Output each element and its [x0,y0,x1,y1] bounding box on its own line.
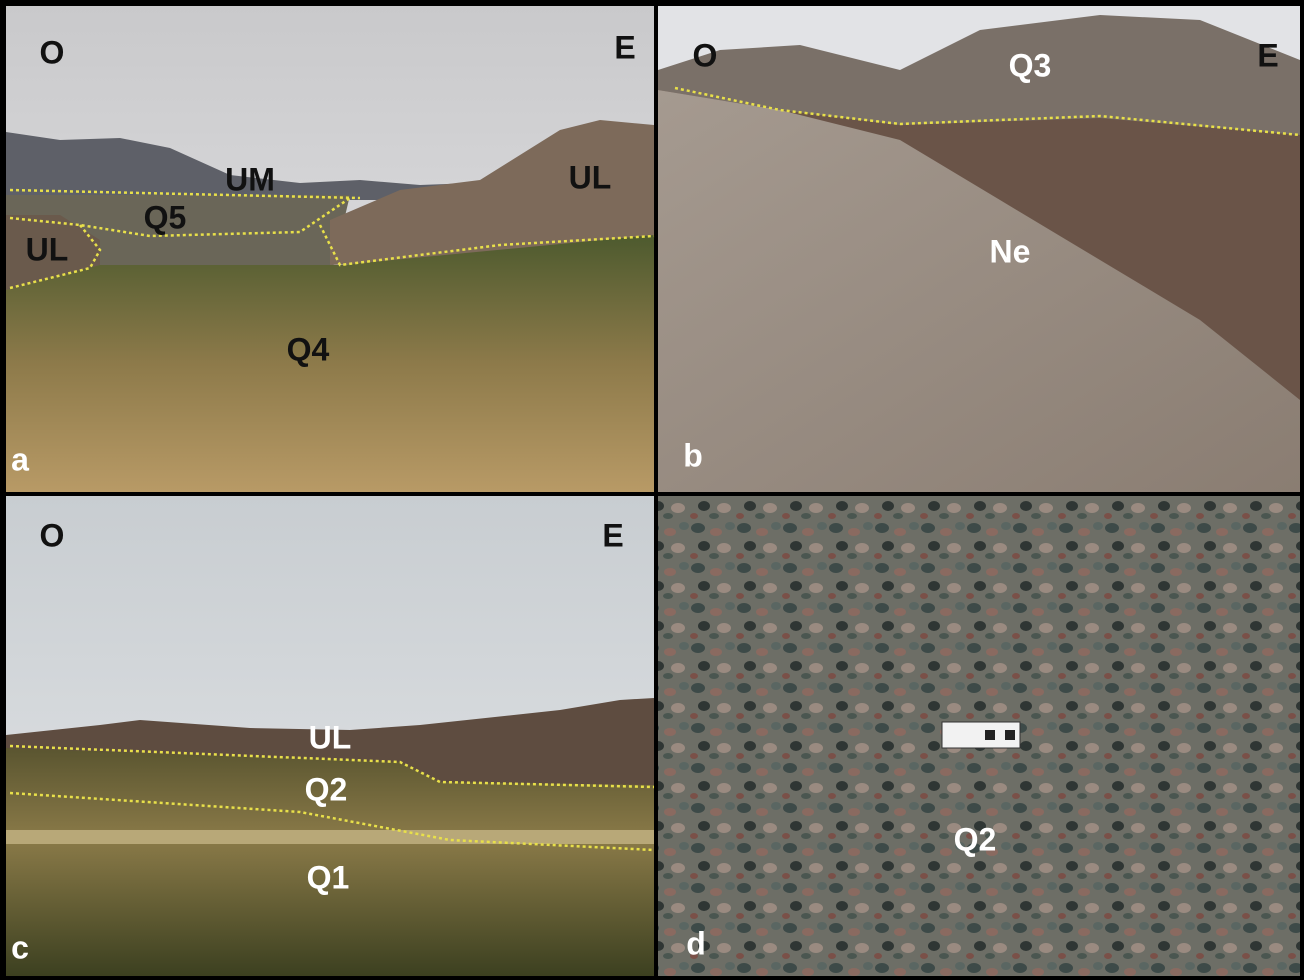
contact-line [9,188,361,200]
unit-label: Ne [990,233,1031,269]
riverbed [6,830,654,844]
orientation-label: E [602,517,623,553]
vegetation [6,748,654,976]
panel-letter: d [686,925,706,961]
panel-letter: b [683,437,703,473]
slope [658,90,1300,492]
scale-mark [985,730,995,740]
unit-label: Q3 [1009,47,1052,83]
contact-line [9,224,102,290]
orientation-label: O [693,37,718,73]
panel-b: O Q3 E Ne b [658,6,1301,492]
panel-c: O E UL Q2 Q1 c [6,496,655,976]
scale-mark [1005,730,1015,740]
contact-line [9,791,655,852]
unit-label: Q4 [287,331,330,367]
unit-label: UL [26,231,69,267]
far-mountains [6,132,500,200]
unit-label: UL [569,159,612,195]
unit-label: UM [225,161,275,197]
unit-label: Q5 [144,199,187,235]
panel-letter: c [11,929,29,965]
unit-label: Q2 [305,771,348,807]
contact-line [674,86,1301,137]
orientation-label: E [1257,37,1278,73]
unit-label: Q1 [307,859,350,895]
panel-letter: a [11,441,29,477]
contact-line [9,744,655,789]
panel-d: Q2 d [658,496,1300,976]
unit-label: UL [309,719,352,755]
panel-a: O E UM Q5 UL UL Q4 a [6,6,655,492]
orientation-label: O [40,517,65,553]
vegetation [6,235,654,492]
contact-line [318,224,655,267]
orientation-label: E [614,29,635,65]
orientation-label: O [40,34,65,70]
unit-label: Q2 [954,821,997,857]
right-hill [330,120,654,265]
